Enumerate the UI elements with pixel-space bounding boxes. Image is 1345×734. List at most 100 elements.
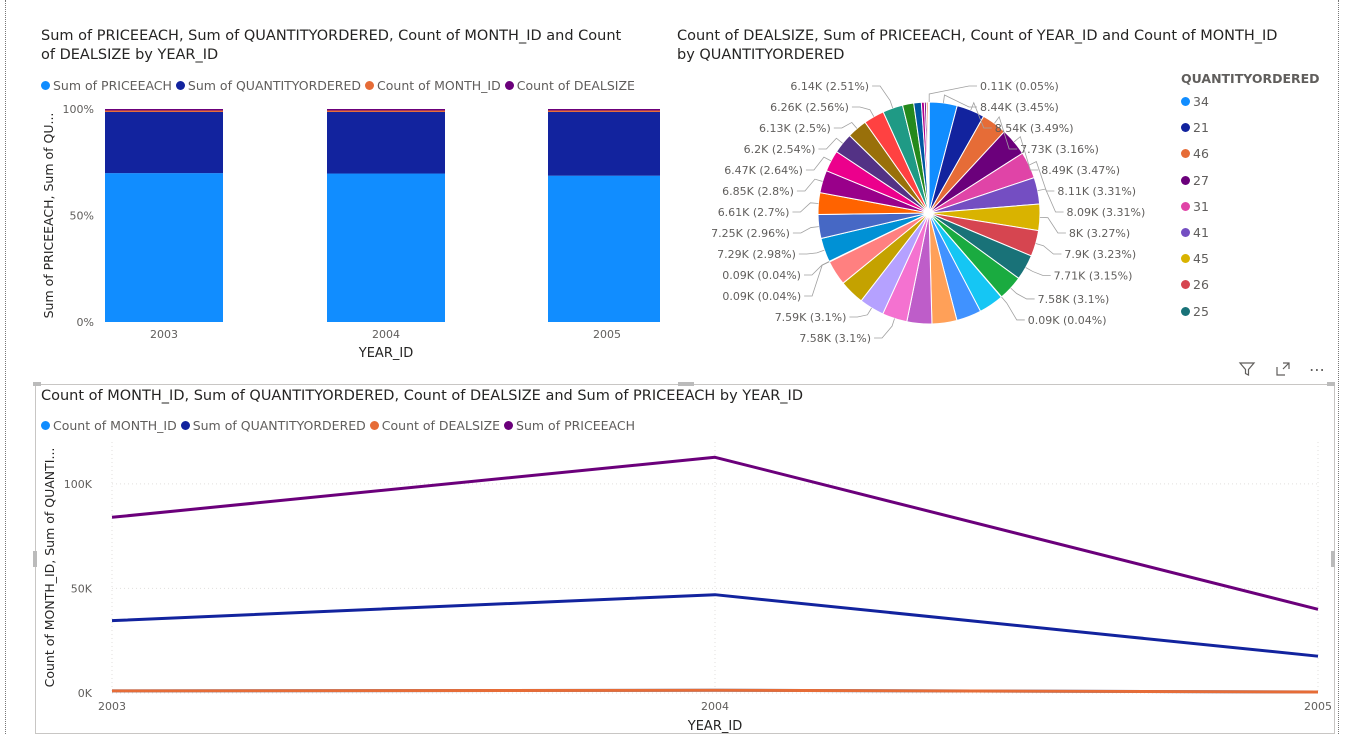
legend-label: Count of MONTH_ID: [53, 418, 177, 433]
legend-marker: [369, 421, 379, 430]
resize-handle-right[interactable]: [1331, 551, 1335, 567]
page-border-left: [5, 0, 6, 734]
pie-leader-line: [833, 121, 858, 129]
legend-item[interactable]: 46: [1181, 146, 1209, 161]
y-tick-label: 0%: [77, 316, 94, 329]
pie-leader-line: [1010, 287, 1035, 300]
legend-marker: [1181, 254, 1190, 264]
y-axis-label: Count of MONTH_ID, Sum of QUANTI...: [42, 448, 57, 688]
pie-data-label: 6.61K (2.7%): [718, 206, 790, 219]
pie-leader-line: [872, 85, 894, 109]
legend-item[interactable]: 41: [1181, 225, 1209, 240]
pie-data-label: 7.58K (3.1%): [1038, 293, 1110, 306]
chart3-plot: 0K 50K 100K 2003 2004 2005 Count of MONTH_ID, …: [42, 442, 1332, 734]
page-border-right: [1338, 0, 1339, 734]
legend-marker: [1181, 201, 1190, 211]
pie-leader-line: [1035, 243, 1062, 255]
pie-leader-line: [851, 106, 875, 117]
pie-data-label: 0.09K (0.04%): [722, 290, 801, 303]
bar-segment: [327, 173, 445, 322]
chart2-title: Count of DEALSIZE, Sum of PRICEEACH, Cou…: [677, 28, 1278, 63]
visual-header-toolbar: ⋯: [1236, 358, 1336, 380]
legend-label: Sum of PRICEEACH: [516, 418, 635, 433]
pie-leader-line: [804, 261, 830, 297]
legend-marker: [504, 421, 514, 430]
bar-segment: [105, 111, 223, 174]
pie-leader-line: [994, 116, 1018, 150]
pie-data-label: 8K (3.27%): [1069, 227, 1130, 240]
pie-leader-line: [1001, 296, 1025, 321]
legend-item[interactable]: 34: [1181, 94, 1209, 109]
series-line: [111, 688, 1319, 694]
pie-data-label: 8.11K (3.31%): [1057, 185, 1136, 198]
pie-data-label: 6.13K (2.5%): [759, 122, 831, 135]
legend-item[interactable]: Sum of PRICEEACH: [504, 418, 635, 433]
legend-item[interactable]: Count of DEALSIZE: [369, 418, 501, 433]
legend-item[interactable]: Sum of QUANTITYORDERED: [180, 418, 366, 433]
resize-handle-top-right[interactable]: [1327, 382, 1335, 386]
pie-leader-line: [970, 101, 992, 129]
legend-marker: [1181, 280, 1190, 290]
legend-item[interactable]: 31: [1181, 199, 1209, 214]
more-options-icon[interactable]: ⋯: [1309, 359, 1325, 379]
chart1-plot: 100% 50% 0% Sum of PRICEEACH, Sum of QU... 2…: [41, 103, 660, 361]
bar-segment: [327, 110, 445, 112]
pie-data-label: 7.9K (3.23%): [1064, 248, 1136, 261]
legend-marker: [1181, 228, 1190, 237]
legend-item[interactable]: Count of MONTH_ID: [41, 418, 177, 433]
pie-leader-line: [1025, 267, 1051, 276]
legend-marker: [180, 421, 190, 430]
legend-item[interactable]: Sum of QUANTITYORDERED: [175, 78, 361, 93]
bar-segment: [548, 109, 660, 111]
x-tick-label: 2003: [150, 328, 178, 341]
bar-segment: [105, 109, 223, 111]
pie-leader-line: [818, 137, 843, 150]
pie-data-label: 7.29K (2.98%): [717, 248, 796, 261]
resize-handle-top-left[interactable]: [33, 382, 41, 386]
bar-segment: [548, 110, 660, 112]
legend-item[interactable]: Sum of PRICEEACH: [41, 78, 172, 93]
pie-data-label: 0.11K (0.05%): [980, 80, 1059, 93]
legend-label: Count of DEALSIZE: [381, 418, 501, 433]
series-line: [111, 593, 1319, 658]
x-tick-label: 2005: [1304, 700, 1332, 713]
pie-leader-line: [792, 202, 819, 213]
legend-marker: [504, 81, 514, 90]
chart1-legend: Sum of PRICEEACH Sum of QUANTITYORDERED Co…: [41, 78, 639, 93]
legend-marker: [1181, 175, 1190, 185]
pie-data-label: 6.85K (2.8%): [722, 185, 794, 198]
legend-label: Sum of PRICEEACH: [53, 78, 172, 93]
pie-leader-line: [849, 307, 872, 318]
legend-item[interactable]: 27: [1181, 173, 1209, 188]
legend-label: 34: [1193, 94, 1209, 109]
pie-data-label: 7.59K (3.1%): [775, 311, 847, 324]
legend-item[interactable]: 26: [1181, 277, 1209, 292]
legend-item[interactable]: Count of MONTH_ID: [365, 78, 501, 93]
pie-slice: [927, 101, 930, 214]
legend-item[interactable]: 25: [1181, 304, 1209, 319]
pie-leader-line: [874, 318, 895, 339]
legend-label: 21: [1193, 120, 1209, 136]
legend-label: 31: [1193, 198, 1209, 214]
resize-handle-left[interactable]: [33, 551, 37, 567]
legend-label: Count of DEALSIZE: [516, 78, 635, 93]
legend-label: 25: [1193, 303, 1209, 319]
pie-data-label: 6.47K (2.64%): [724, 164, 803, 177]
pie-data-label: 8.09K (3.31%): [1067, 206, 1146, 219]
legend-item[interactable]: 21: [1181, 120, 1209, 135]
pie-leader-line: [1039, 216, 1066, 234]
bar-segment: [548, 111, 660, 176]
chart2-plot: 0.11K (0.05%) 8.44K (3.45%) 8.54K (3.49%) 7…: [711, 80, 1146, 345]
focus-mode-icon[interactable]: [1272, 358, 1294, 380]
legend-item[interactable]: 45: [1181, 251, 1209, 266]
filter-icon[interactable]: [1236, 358, 1258, 380]
legend-marker: [1181, 123, 1190, 133]
x-tick-label: 2003: [98, 700, 126, 713]
bar-segment: [327, 109, 445, 111]
pie-leader-line: [798, 249, 825, 255]
legend-item[interactable]: Count of DEALSIZE: [504, 78, 635, 93]
resize-handle-top[interactable]: [678, 382, 694, 386]
pie-data-label: 0.09K (0.04%): [1028, 314, 1107, 327]
x-tick-label: 2005: [593, 328, 621, 341]
pie-leader-line: [1028, 161, 1055, 192]
